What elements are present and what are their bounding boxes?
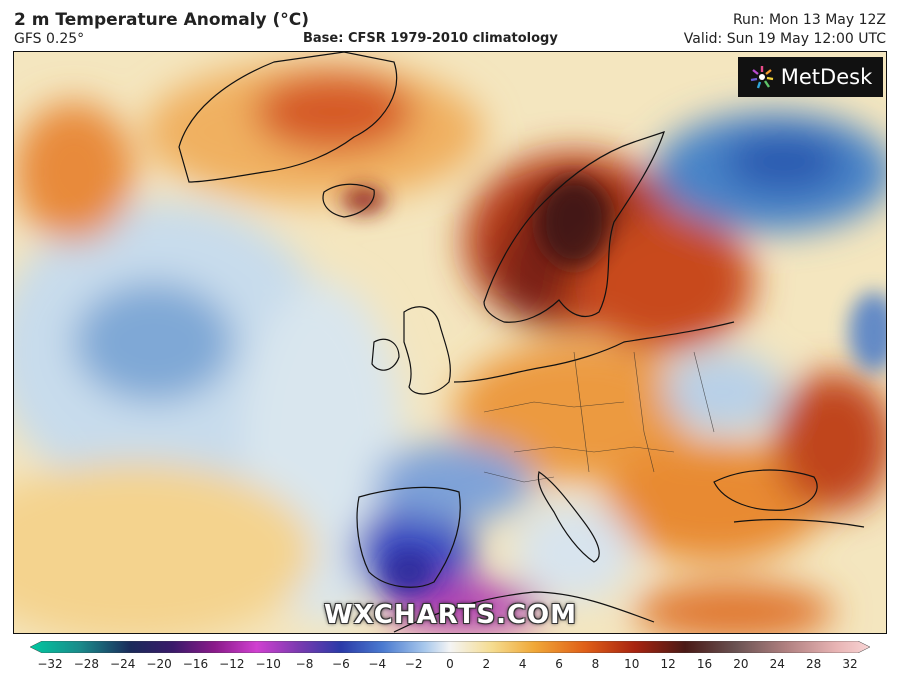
colorbar-tick-label: −12 [219,657,245,671]
colorbar-tick-label: 28 [805,657,822,671]
wxcharts-watermark: WXCHARTS.COM [324,600,578,630]
colorbar-tick-label: 6 [555,657,563,671]
metdesk-logo-icon [750,66,773,89]
colorbar-tick-label: 16 [696,657,713,671]
colorbar-tick-label: −16 [182,657,209,671]
colorbar-tick-labels: −32 −28 −24 −20 −16 −12 −10 −8 −6 −4 −2 0 2 4 6 8 10 12 16… [30,657,870,677]
colorbar-tick-label: 4 [518,657,527,671]
colorbar-tick-label: 12 [660,657,676,671]
colorbar-tick-label: −2 [404,657,423,671]
colorbar-tick-label: −32 [37,657,63,671]
map-canvas [14,52,886,633]
colorbar-tick-label: −10 [255,657,281,671]
anomaly-map: MetDesk WXCHARTS.COM [13,51,887,634]
colorbar-tick-label: 20 [733,657,749,671]
colorbar-tick-label: 2 [482,657,491,671]
colorbar-tick-label: −8 [295,657,314,671]
metdesk-logo: MetDesk [738,57,883,97]
colorbar-tick-label: 10 [624,657,640,671]
base-climatology-label: Base: CFSR 1979-2010 climatology [303,31,558,46]
colorbar-tick-label: 32 [842,657,858,671]
model-label: GFS 0.25° [14,31,85,47]
colorbar-tick-label: −6 [332,657,350,671]
colorbar [30,641,870,653]
colorbar-tick-label: −24 [110,657,136,671]
colorbar-tick-label: 0 [446,657,454,671]
colorbar-tick-label: −28 [73,657,100,671]
colorbar-tick-label: 24 [769,657,785,671]
run-time-label: Run: Mon 13 May 12Z [732,12,886,28]
chart-title: 2 m Temperature Anomaly (°C) [14,10,310,30]
colorbar-tick-label: −4 [368,657,387,671]
colorbar-tick-label: −20 [146,657,172,671]
colorbar-tick-label: 8 [591,657,600,671]
valid-time-label: Valid: Sun 19 May 12:00 UTC [683,31,886,47]
metdesk-logo-text: MetDesk [780,65,873,89]
